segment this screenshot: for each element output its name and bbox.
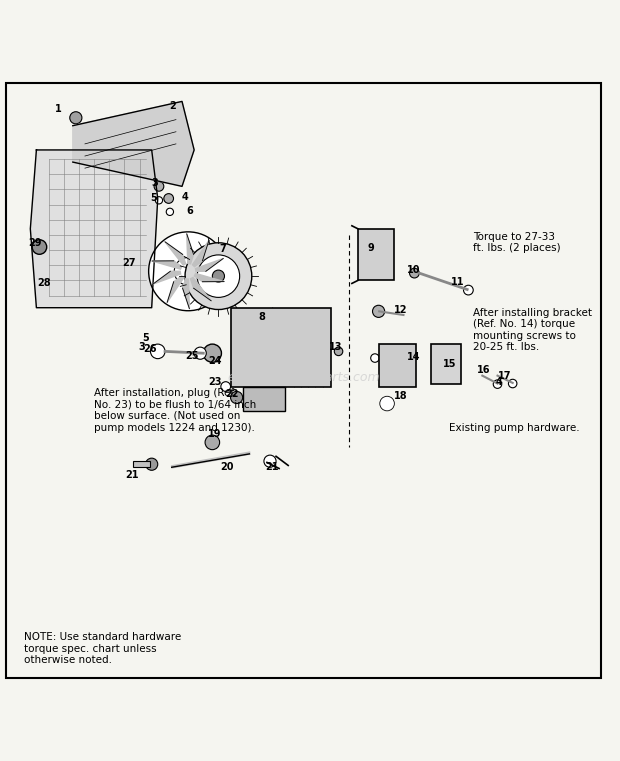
- Polygon shape: [190, 278, 211, 301]
- Circle shape: [212, 270, 224, 282]
- Bar: [431, 344, 461, 384]
- Polygon shape: [165, 242, 185, 265]
- Circle shape: [382, 374, 389, 381]
- Circle shape: [149, 232, 228, 310]
- Circle shape: [156, 196, 162, 204]
- Polygon shape: [192, 240, 209, 266]
- Circle shape: [174, 257, 202, 285]
- Text: 18: 18: [394, 391, 407, 401]
- Text: 9: 9: [367, 244, 374, 253]
- Text: After installation, plug (Ref.
No. 23) to be flush to 1/64 inch
below surface. (: After installation, plug (Ref. No. 23) t…: [94, 388, 256, 432]
- Text: 4: 4: [495, 377, 502, 387]
- Text: 21: 21: [265, 462, 278, 472]
- Circle shape: [70, 112, 82, 124]
- Circle shape: [410, 269, 419, 278]
- Circle shape: [364, 260, 374, 270]
- Polygon shape: [152, 261, 182, 269]
- Circle shape: [32, 240, 46, 254]
- Circle shape: [194, 347, 206, 359]
- Text: 3: 3: [151, 178, 158, 188]
- Text: 22: 22: [226, 389, 239, 399]
- Text: 2: 2: [169, 101, 176, 111]
- Circle shape: [151, 344, 165, 358]
- Text: 16: 16: [477, 365, 491, 375]
- Text: 23: 23: [209, 377, 222, 387]
- Text: 26: 26: [144, 344, 157, 354]
- Text: Existing pump hardware.: Existing pump hardware.: [449, 423, 580, 433]
- Text: 5: 5: [151, 193, 157, 203]
- Text: Torque to 27-33
ft. lbs. (2 places): Torque to 27-33 ft. lbs. (2 places): [473, 232, 561, 253]
- Text: 11: 11: [451, 276, 465, 287]
- Circle shape: [253, 388, 275, 409]
- Polygon shape: [167, 276, 184, 302]
- Circle shape: [382, 352, 389, 360]
- Text: 7: 7: [219, 244, 226, 254]
- Circle shape: [205, 435, 219, 450]
- Text: eReplacementParts.com: eReplacementParts.com: [227, 371, 379, 384]
- Text: 20: 20: [220, 462, 234, 472]
- Text: 4: 4: [182, 192, 188, 202]
- Polygon shape: [195, 259, 223, 271]
- Text: 14: 14: [407, 352, 420, 362]
- Circle shape: [508, 379, 517, 388]
- Bar: [133, 460, 151, 466]
- Text: 21: 21: [125, 470, 139, 479]
- Text: 17: 17: [498, 371, 511, 380]
- Text: 6: 6: [186, 205, 193, 215]
- Text: After installing bracket
(Ref. No. 14) torque
mounting screws to
20-25 ft. lbs.: After installing bracket (Ref. No. 14) t…: [473, 307, 592, 352]
- Circle shape: [373, 305, 384, 317]
- Circle shape: [334, 347, 343, 355]
- Circle shape: [383, 400, 391, 408]
- Text: 24: 24: [209, 356, 222, 366]
- Circle shape: [154, 182, 164, 191]
- Polygon shape: [73, 101, 194, 186]
- Circle shape: [146, 458, 157, 470]
- Polygon shape: [183, 279, 190, 309]
- Circle shape: [494, 380, 502, 388]
- Text: NOTE: Use standard hardware
torque spec. chart unless
otherwise noted.: NOTE: Use standard hardware torque spec.…: [24, 632, 182, 665]
- Circle shape: [231, 391, 242, 403]
- Circle shape: [380, 396, 394, 411]
- Text: 19: 19: [208, 429, 221, 439]
- Circle shape: [264, 455, 276, 467]
- Bar: [358, 229, 394, 280]
- Polygon shape: [195, 273, 224, 282]
- Circle shape: [221, 382, 231, 391]
- Bar: [231, 307, 330, 387]
- Text: 13: 13: [329, 342, 343, 352]
- Polygon shape: [187, 234, 193, 264]
- Circle shape: [371, 354, 379, 362]
- Text: 8: 8: [259, 312, 265, 322]
- Text: 3: 3: [139, 342, 145, 352]
- Bar: [379, 344, 415, 387]
- Circle shape: [166, 209, 174, 215]
- Circle shape: [203, 344, 221, 362]
- Text: 10: 10: [407, 265, 420, 275]
- Polygon shape: [153, 271, 180, 284]
- Circle shape: [164, 193, 174, 203]
- Circle shape: [197, 255, 240, 298]
- Text: 28: 28: [37, 279, 50, 288]
- Text: 25: 25: [185, 351, 198, 361]
- Circle shape: [364, 236, 374, 246]
- Bar: [242, 387, 285, 411]
- Text: 27: 27: [122, 258, 135, 268]
- Circle shape: [435, 352, 441, 358]
- Circle shape: [451, 371, 457, 377]
- Text: 5: 5: [142, 333, 149, 343]
- Text: 12: 12: [394, 304, 407, 314]
- Polygon shape: [30, 150, 157, 307]
- Circle shape: [464, 285, 473, 295]
- Text: 1: 1: [55, 104, 61, 114]
- Circle shape: [435, 371, 441, 377]
- Circle shape: [451, 352, 457, 358]
- Text: 29: 29: [28, 238, 42, 248]
- Text: 15: 15: [443, 358, 457, 368]
- Circle shape: [185, 243, 252, 310]
